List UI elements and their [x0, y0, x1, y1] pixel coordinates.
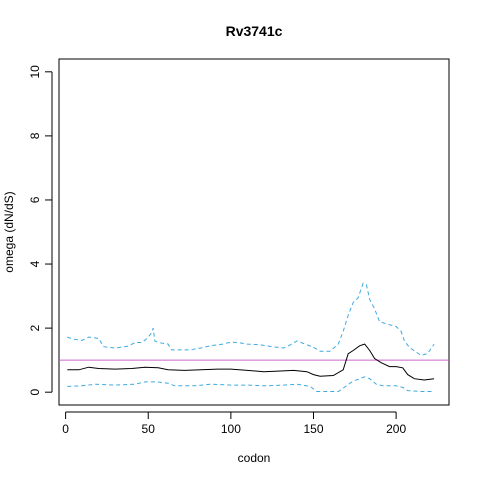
axis-ticks: 0 50 100 150 200 0 2 4 6 8 10	[28, 65, 406, 436]
y-tick-label: 2	[28, 324, 42, 331]
x-axis-label: codon	[238, 451, 271, 465]
y-tick-label: 0	[28, 389, 42, 396]
y-tick-label: 6	[28, 196, 42, 203]
plot-frame	[58, 58, 450, 406]
chart-title: Rv3741c	[226, 23, 283, 39]
x-tick-label: 150	[303, 422, 323, 436]
x-tick-label: 50	[142, 422, 156, 436]
y-axis-label: omega (dN/dS)	[2, 191, 16, 272]
y-tick-label: 4	[28, 260, 42, 267]
x-tick-label: 100	[221, 422, 241, 436]
series-group	[59, 282, 449, 392]
y-tick-label: 8	[28, 132, 42, 139]
series-line-lower	[67, 376, 435, 392]
x-tick-label: 200	[386, 422, 406, 436]
x-tick-label: 0	[62, 422, 69, 436]
series-line-estimate	[67, 343, 435, 381]
series-line-upper	[67, 282, 435, 356]
y-tick-label: 10	[28, 65, 42, 79]
